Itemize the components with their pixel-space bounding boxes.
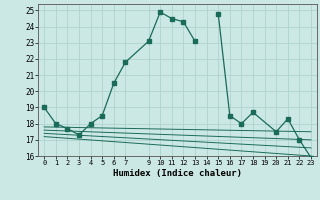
X-axis label: Humidex (Indice chaleur): Humidex (Indice chaleur)	[113, 169, 242, 178]
